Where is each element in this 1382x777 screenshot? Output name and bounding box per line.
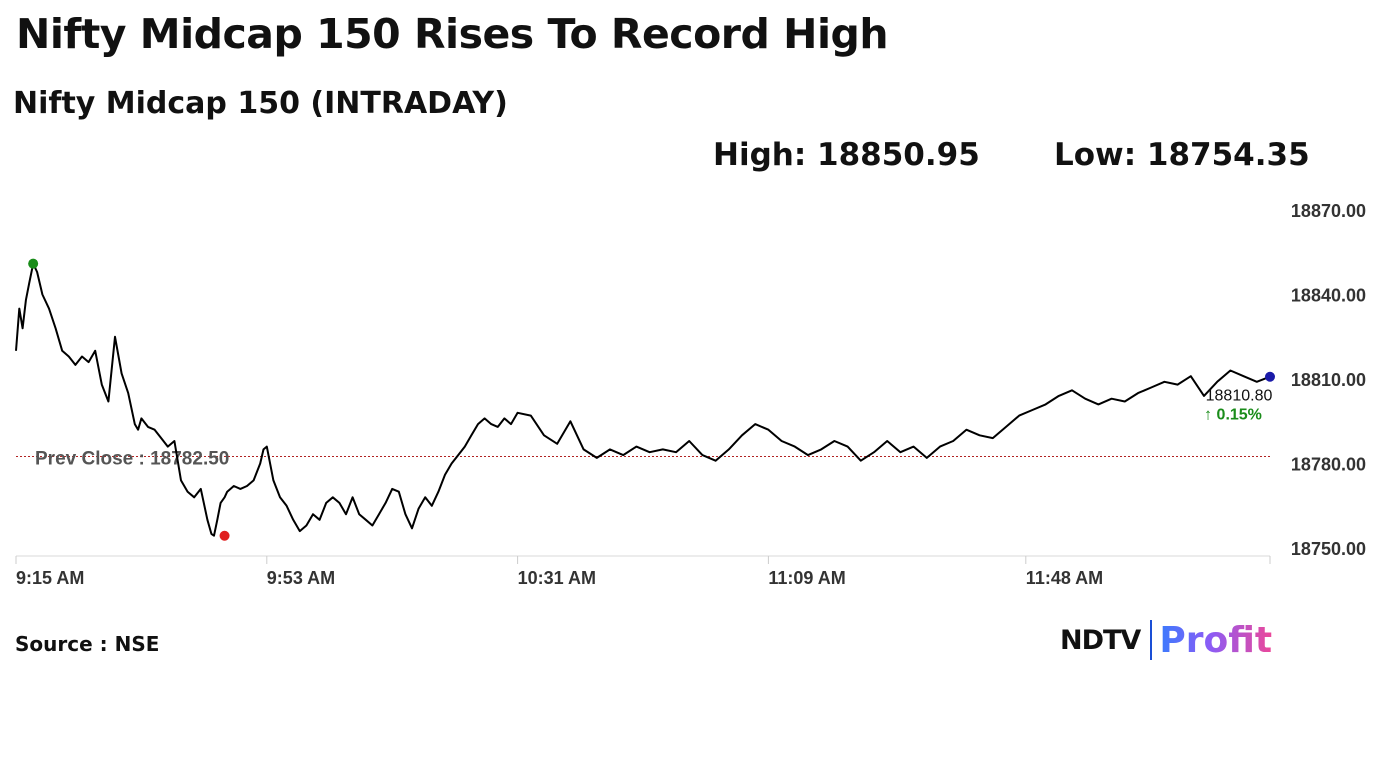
series-line xyxy=(15,262,1271,537)
logo-divider xyxy=(1150,620,1153,660)
source-label: Source : NSE xyxy=(15,632,160,656)
x-tick-label: 11:48 AM xyxy=(1026,568,1103,588)
last-marker xyxy=(1265,371,1275,382)
low-stat: Low: 18754.35 xyxy=(1054,137,1310,173)
high-marker xyxy=(28,258,39,269)
change-label: ↑ 0.15% xyxy=(1204,407,1262,424)
logo-ndtv-text: NDTV xyxy=(1060,624,1141,656)
chart-subtitle: Nifty Midcap 150 (INTRADAY) xyxy=(13,86,508,121)
ndtv-profit-logo: NDTV Profit xyxy=(1060,618,1272,662)
last-value-label: 18810.80 xyxy=(1206,388,1273,405)
x-axis-ticks: 9:15 AM 9:53 AM 10:31 AM 11:09 AM 11:48 AM xyxy=(15,556,1271,588)
headline: Nifty Midcap 150 Rises To Record High xyxy=(16,10,889,58)
high-stat: High: 18850.95 xyxy=(713,137,980,173)
x-tick-label: 11:09 AM xyxy=(768,568,845,588)
x-tick-label: 9:53 AM xyxy=(267,568,335,588)
intraday-line-chart: 9:15 AM 9:53 AM 10:31 AM 11:09 AM 11:48 AM 1… xyxy=(15,201,1366,588)
x-tick-label: 10:31 AM xyxy=(518,568,596,588)
y-tick-label: 18810.00 xyxy=(1291,370,1366,390)
y-tick-label: 18840.00 xyxy=(1291,286,1366,306)
y-tick-label: 18870.00 xyxy=(1291,201,1366,221)
y-tick-label: 18780.00 xyxy=(1291,455,1366,475)
y-axis-ticks: 18750.00 18780.00 18810.00 18840.00 18870.00 xyxy=(1291,201,1366,559)
logo-profit-text: Profit xyxy=(1159,619,1273,661)
prev-close-label: Prev Close : 18782.50 xyxy=(35,448,229,469)
x-tick-label: 9:15 AM xyxy=(16,568,84,588)
low-marker xyxy=(219,530,230,541)
y-tick-label: 18750.00 xyxy=(1291,539,1366,559)
